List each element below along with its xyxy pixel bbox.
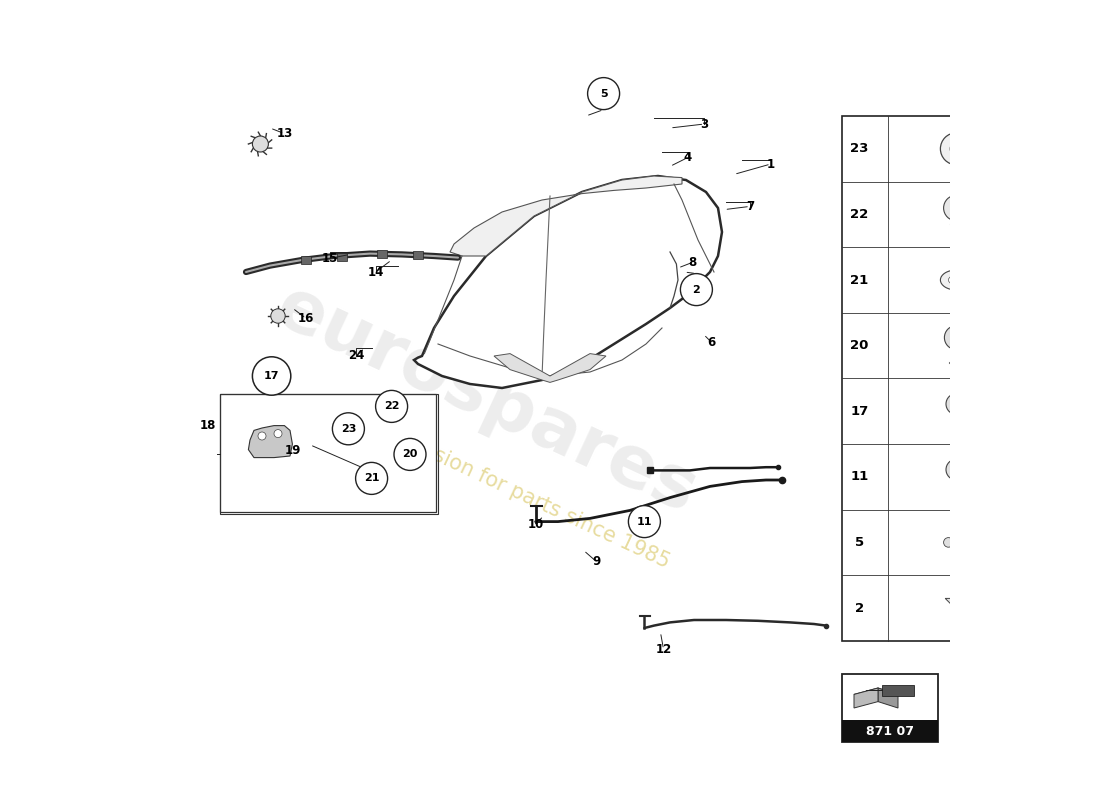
Text: 15: 15 [322,252,338,265]
Bar [301,256,311,264]
Text: 22: 22 [384,402,399,411]
Circle shape [944,195,969,221]
Text: a passion for parts since 1985: a passion for parts since 1985 [379,420,673,572]
Circle shape [258,432,266,440]
Bar [220,394,438,514]
Circle shape [332,413,364,445]
Text: 20: 20 [403,450,418,459]
Bar [414,251,422,259]
Polygon shape [854,688,878,708]
Text: 11: 11 [850,470,869,483]
Circle shape [944,538,954,547]
Text: 6: 6 [707,336,716,349]
Text: 2: 2 [693,285,701,294]
Text: 1: 1 [767,158,774,170]
Text: 20: 20 [850,339,869,352]
Ellipse shape [948,275,965,285]
Circle shape [252,357,290,395]
Text: 13: 13 [276,127,293,140]
Text: 19: 19 [284,444,300,457]
Polygon shape [854,688,898,701]
Polygon shape [249,426,293,458]
Circle shape [940,133,972,165]
Bar [842,720,938,742]
Polygon shape [866,685,914,696]
Text: 8: 8 [689,256,696,269]
Text: 871 07: 871 07 [866,725,914,738]
Circle shape [355,462,387,494]
Text: 12: 12 [656,643,672,656]
Text: 2: 2 [855,602,865,614]
Text: 10: 10 [528,518,543,530]
Circle shape [681,274,713,306]
Text: 23: 23 [341,424,356,434]
Text: 21: 21 [850,274,869,286]
Text: 17: 17 [850,405,869,418]
Text: 17: 17 [264,371,279,381]
Text: 23: 23 [850,142,869,155]
Bar [842,116,1026,641]
Bar [338,253,346,261]
Circle shape [375,390,408,422]
Text: 18: 18 [199,419,216,432]
Polygon shape [450,176,682,256]
Circle shape [274,430,282,438]
Text: eurospares: eurospares [264,272,707,528]
Text: 5: 5 [855,536,865,549]
Bar [220,394,437,512]
Bar [377,250,387,258]
Polygon shape [945,598,968,610]
Circle shape [587,78,619,110]
Circle shape [271,309,285,323]
Text: 14: 14 [367,266,384,278]
Polygon shape [878,688,898,708]
Text: 5: 5 [600,89,607,98]
Text: 9: 9 [592,555,601,568]
Text: 22: 22 [850,208,869,221]
Polygon shape [414,176,722,388]
Text: 21: 21 [364,474,380,483]
Circle shape [950,142,962,155]
Ellipse shape [940,270,972,290]
Text: 11: 11 [637,517,652,526]
Polygon shape [494,354,606,382]
Circle shape [946,394,967,414]
Circle shape [945,326,968,350]
Text: 16: 16 [298,312,315,325]
Text: 7: 7 [746,200,755,213]
Circle shape [946,459,967,480]
Circle shape [394,438,426,470]
Text: 4: 4 [683,151,692,164]
Circle shape [628,506,660,538]
Text: 3: 3 [701,118,708,130]
Bar [842,674,938,742]
Circle shape [252,136,268,152]
Text: 24: 24 [349,350,364,362]
